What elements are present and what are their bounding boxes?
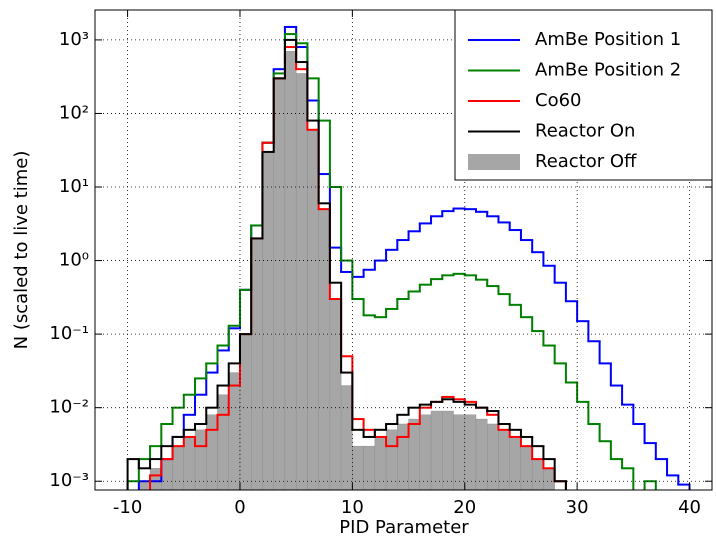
legend-box — [454, 9, 713, 181]
histogram-bar — [453, 414, 465, 490]
step-riser — [126, 39, 567, 490]
histogram-bar — [251, 238, 263, 490]
x-tick-label: 20 — [453, 497, 476, 518]
x-tick-label: 10 — [341, 497, 364, 518]
x-tick-label: 0 — [234, 497, 245, 518]
histogram-bar — [149, 468, 162, 490]
histogram-bar — [307, 129, 319, 490]
histogram-bar — [464, 414, 477, 490]
histogram-bar — [442, 410, 454, 490]
histogram-bar — [352, 445, 364, 490]
y-tick-label: 10⁻² — [49, 397, 89, 418]
histogram-bar — [531, 458, 544, 490]
legend-label: AmBe Position 1 — [535, 29, 681, 50]
histogram-bar — [363, 445, 376, 490]
histogram-bar — [273, 78, 286, 490]
x-tick-label: 30 — [566, 497, 589, 518]
histogram-bar — [295, 73, 308, 490]
histogram-bar — [228, 372, 241, 490]
legend-label: AmBe Position 2 — [535, 60, 681, 81]
y-tick-label: 10⁰ — [59, 250, 89, 271]
histogram-bar — [318, 208, 331, 490]
y-tick-label: 10⁻¹ — [49, 323, 89, 344]
histogram-bar — [374, 436, 387, 490]
histogram-bar — [543, 468, 555, 490]
legend-label: Reactor Off — [535, 151, 637, 172]
histogram-bar — [217, 394, 229, 490]
x-tick-label: -10 — [113, 497, 142, 518]
histogram-bar — [206, 414, 218, 490]
histogram-bar — [340, 385, 353, 490]
histogram-bar — [183, 436, 196, 490]
plot-frame — [94, 9, 713, 491]
plot-area — [126, 25, 691, 490]
y-tick-label: 10³ — [59, 29, 89, 50]
histogram-bar — [329, 298, 342, 490]
x-axis-label: PID Parameter — [339, 517, 469, 538]
legend-label: Reactor On — [535, 121, 635, 142]
histogram-bar — [475, 418, 488, 490]
histogram-bar — [498, 429, 510, 490]
y-tick-label: 10¹ — [59, 176, 89, 197]
y-axis-label: N (scaled to live time) — [11, 151, 32, 350]
histogram-bar — [284, 51, 297, 490]
legend-swatch — [468, 154, 520, 170]
histogram-bar — [520, 445, 533, 490]
histogram-bar — [430, 410, 443, 490]
histogram-bar — [262, 151, 274, 490]
y-tick-label: 10² — [59, 102, 89, 123]
histogram-bar — [172, 445, 184, 490]
histogram-bar — [408, 418, 420, 490]
histogram-bar — [138, 481, 151, 490]
histogram-bar — [239, 333, 252, 490]
histogram-bar — [487, 423, 499, 490]
y-tick-label: 10⁻³ — [49, 470, 89, 491]
histogram-bar — [161, 458, 173, 490]
histogram-bar — [509, 436, 522, 490]
histogram-bar — [194, 429, 207, 490]
x-tick-label: 40 — [678, 497, 701, 518]
histogram-bar — [419, 414, 432, 490]
histogram-bar — [397, 423, 409, 490]
legend-label: Co60 — [535, 90, 582, 111]
